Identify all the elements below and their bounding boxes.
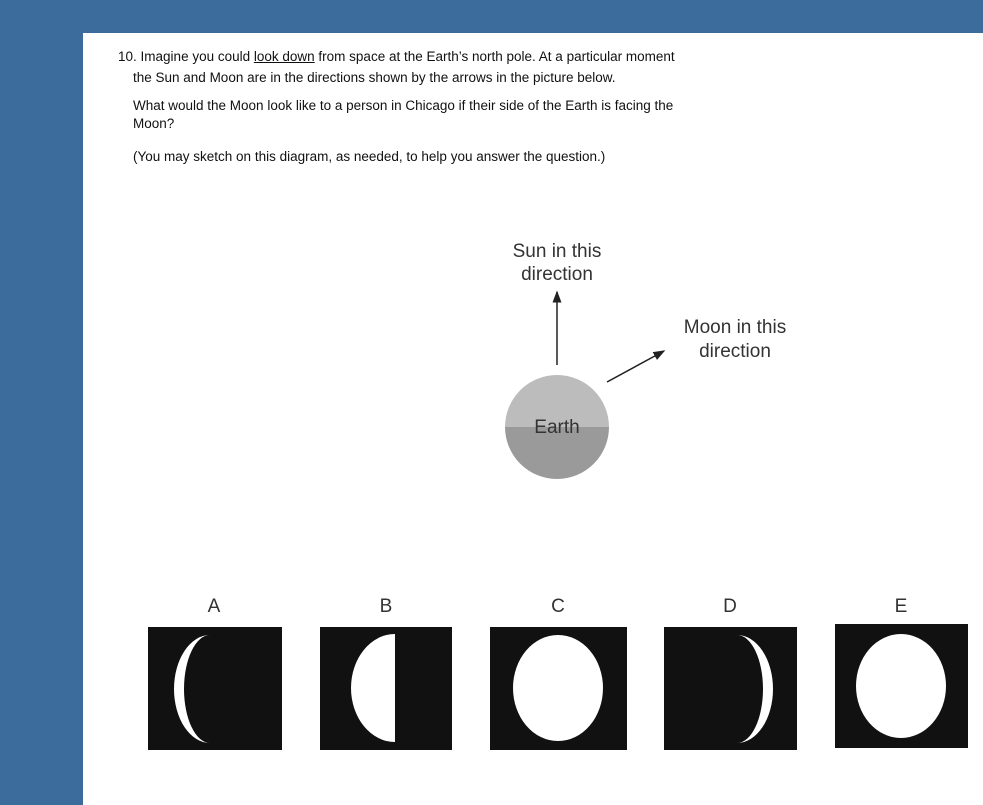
moon-phase: [856, 634, 946, 738]
earth-label: Earth: [534, 417, 579, 438]
option-box[interactable]: [664, 627, 797, 750]
moon-label: Moon in this: [684, 317, 786, 338]
sun-label: Sun in this: [513, 241, 602, 262]
option-label: B: [380, 596, 393, 617]
moon-label: direction: [699, 341, 771, 362]
option-box[interactable]: [148, 627, 282, 750]
option-label: A: [208, 596, 221, 617]
option-label: E: [895, 596, 908, 617]
moon-arrow: [607, 351, 664, 382]
option-label: C: [551, 596, 565, 617]
diagram: Sun in this direction Moon in this direc…: [0, 0, 983, 805]
option-label: D: [723, 596, 737, 617]
page: 10. Imagine you could look down from spa…: [0, 0, 983, 805]
sun-label: direction: [521, 264, 593, 285]
moon-phase: [513, 635, 603, 741]
